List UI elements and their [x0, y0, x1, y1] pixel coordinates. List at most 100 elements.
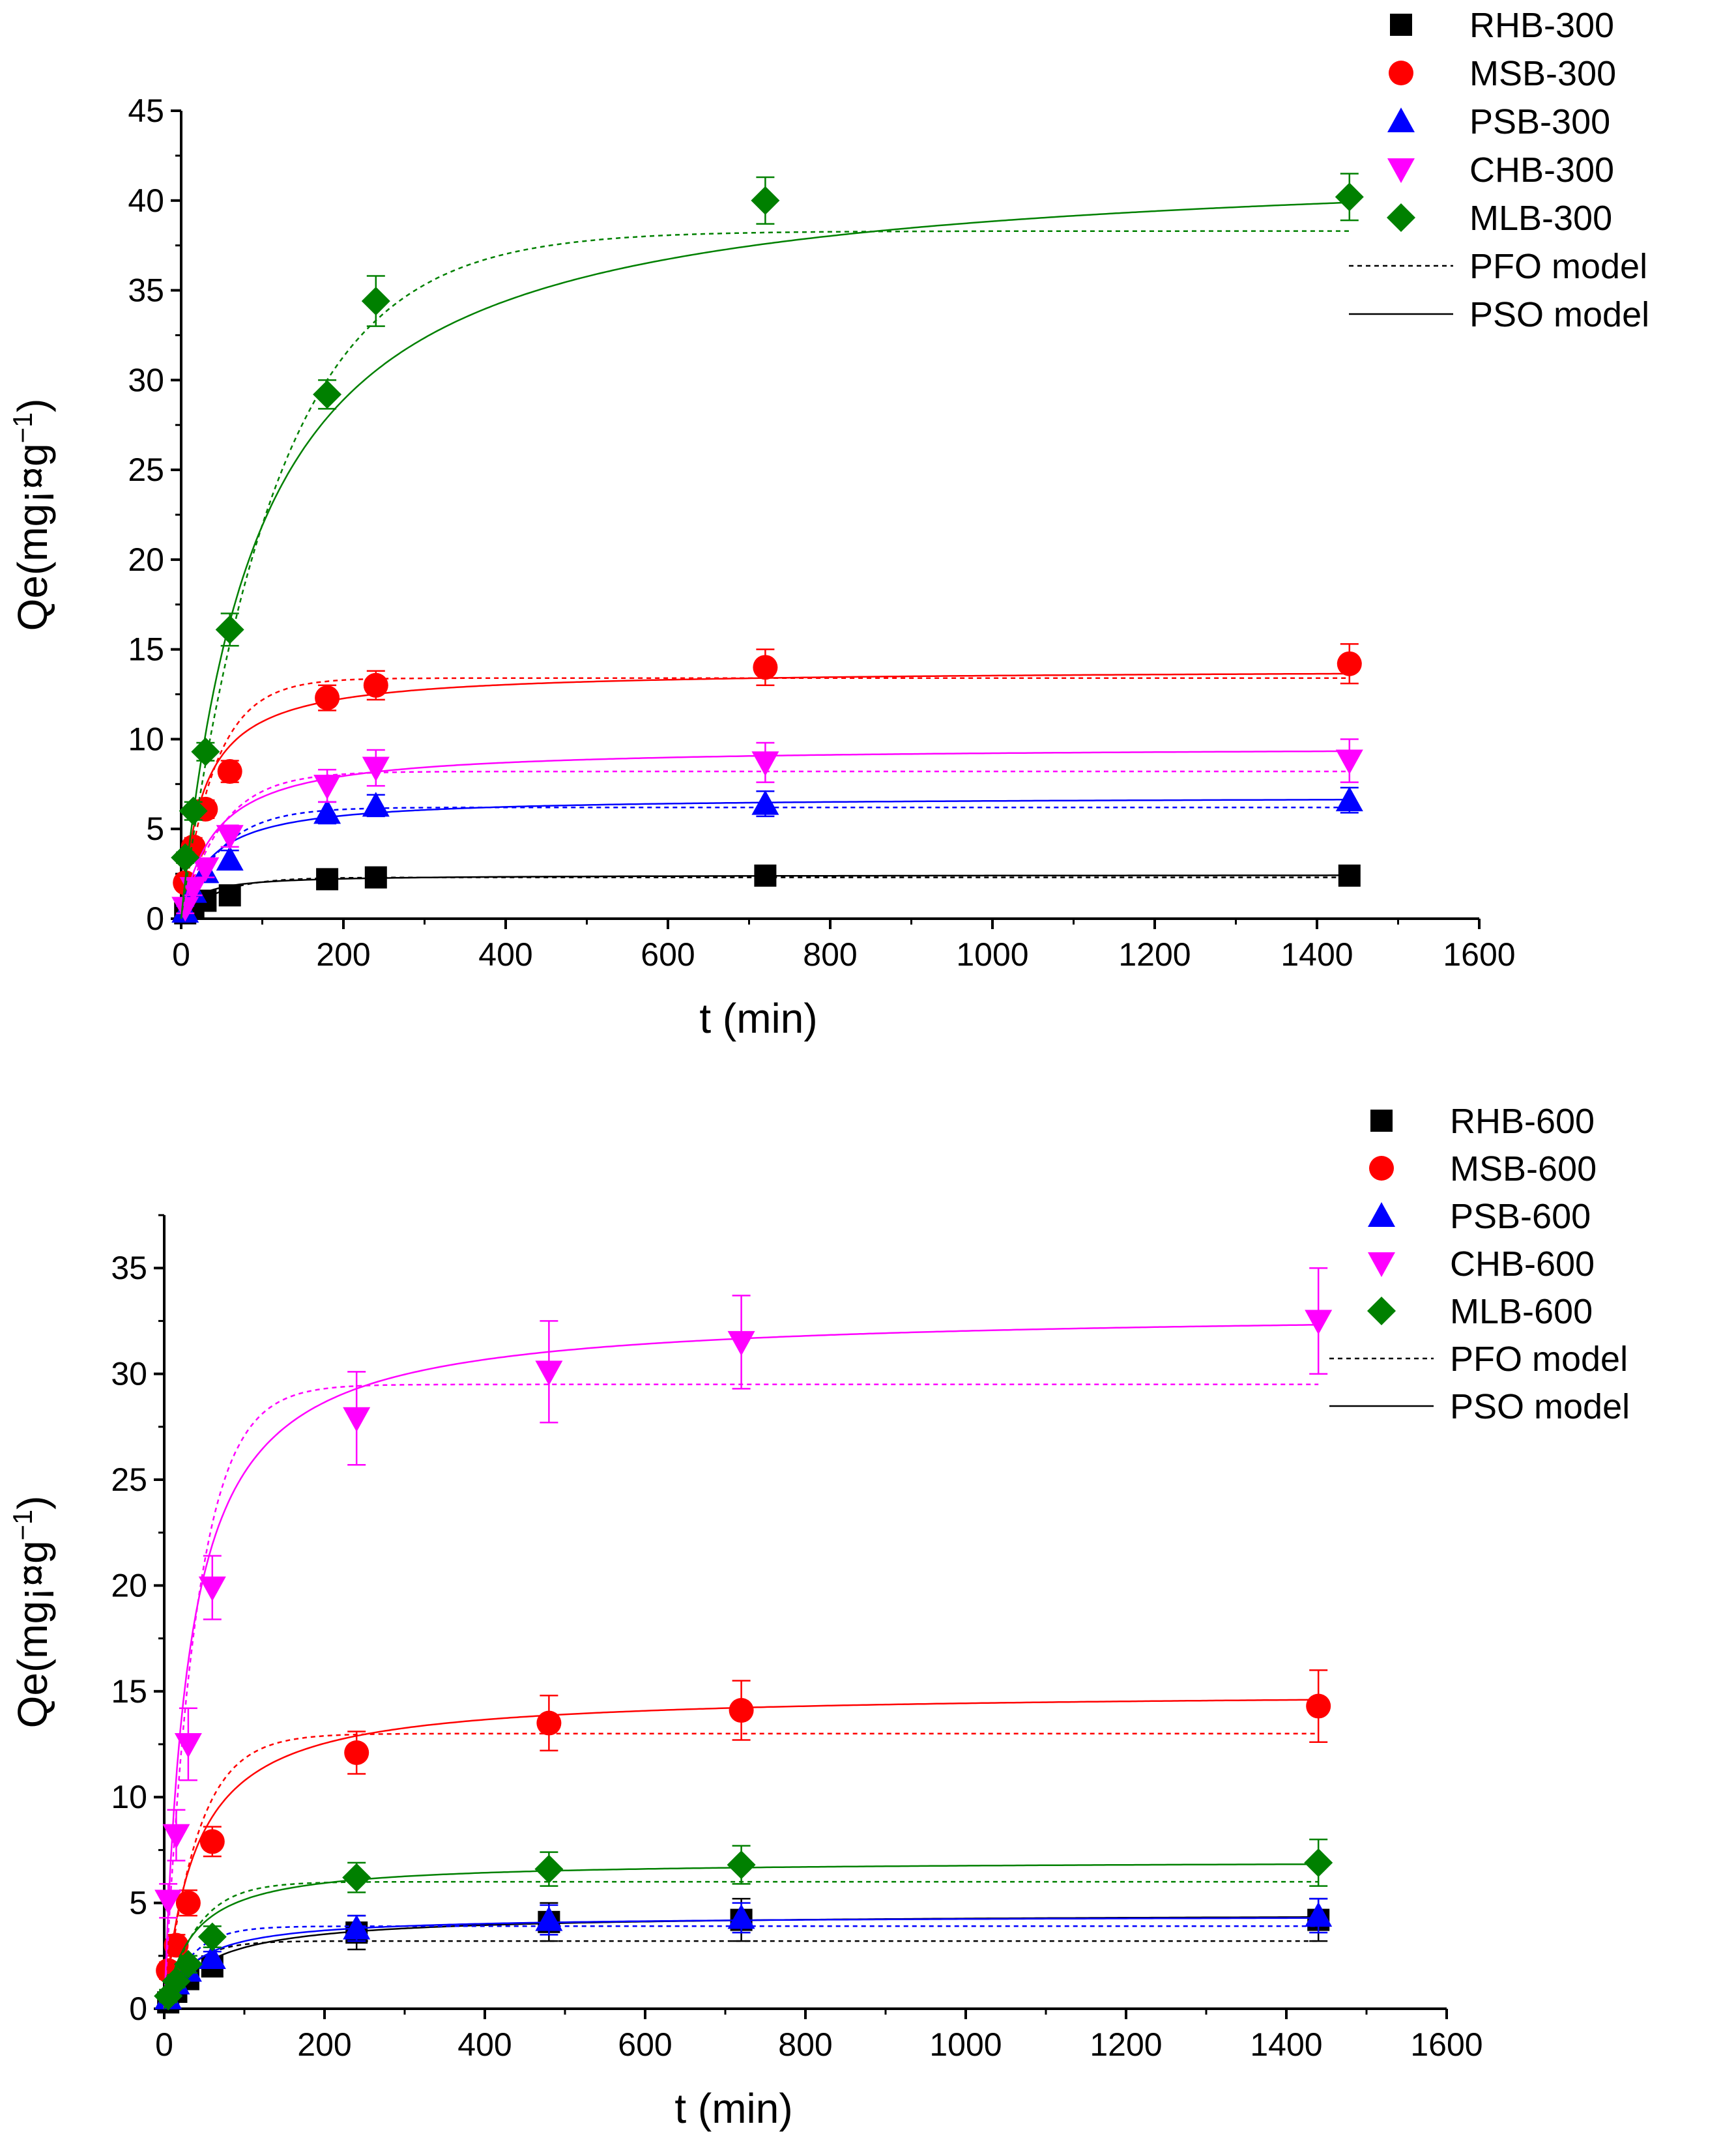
panel-600: 0 200 400 600 800 1000 1200 1400 1600 0 5 10 15 20 25 3…: [7, 1102, 1630, 2132]
data-point: [199, 1829, 225, 1854]
x-tick-label: 1600: [1410, 2026, 1482, 2063]
data-point: [1335, 786, 1363, 812]
x-tick-label: 600: [618, 2026, 672, 2063]
legend-label: MLB-300: [1469, 199, 1612, 238]
data-point: [1335, 182, 1364, 212]
x-tick-label: 400: [457, 2026, 512, 2063]
data-point: [754, 864, 777, 887]
data-point: [171, 897, 199, 922]
data-point: [215, 615, 244, 644]
legend: RHB-600 MSB-600 PSB-600 CHB-600 MLB-600 PFO m…: [1329, 1102, 1630, 1426]
legend-label: CHB-600: [1450, 1244, 1595, 1284]
series-msb-600: [156, 1669, 1331, 2009]
data-point: [198, 1944, 226, 1970]
data-point: [154, 1890, 182, 1915]
data-point: [535, 1360, 563, 1386]
x-axis-label: t (min): [699, 995, 817, 1042]
data-point: [197, 1922, 227, 1951]
y-tick-label: 30: [111, 1356, 147, 1392]
series-chb-300: [171, 738, 1363, 922]
y-tick-label: 20: [128, 541, 164, 578]
data-point: [364, 866, 387, 889]
y-axis-label-main: Qe(mg¡¤g: [9, 1540, 56, 1728]
x-tick-label: 1200: [1090, 2026, 1162, 2063]
legend-marker: [1389, 61, 1413, 85]
data-point: [216, 846, 244, 871]
data-point: [175, 1890, 201, 1916]
data-point: [1305, 1310, 1333, 1335]
legend-label: MSB-600: [1450, 1149, 1597, 1188]
data-point: [313, 380, 342, 409]
data-point: [313, 775, 341, 800]
data-point: [753, 655, 778, 680]
y-tick-label: 15: [128, 631, 164, 668]
legend-label: CHB-300: [1469, 151, 1614, 190]
legend: RHB-300 MSB-300 PSB-300 CHB-300 MLB-300 PFO m…: [1349, 6, 1649, 334]
y-tick-label: 35: [128, 272, 164, 309]
y-tick-label: 0: [146, 900, 164, 937]
legend-marker: [1368, 1202, 1395, 1227]
data-point: [751, 186, 780, 215]
y-tick-label: 30: [128, 362, 164, 398]
data-point: [1306, 1693, 1331, 1719]
x-tick-label: 0: [172, 936, 190, 973]
series-chb-600: [154, 1267, 1333, 2009]
series-mlb-600: [154, 1838, 1333, 2011]
data-point: [344, 1740, 369, 1765]
data-point: [174, 1733, 202, 1758]
x-tick-label: 1000: [956, 936, 1028, 973]
data-point: [1337, 651, 1362, 676]
pso-fit-line: [180, 799, 1350, 919]
y-tick-label: 15: [111, 1673, 147, 1710]
legend-label: MLB-600: [1450, 1292, 1593, 1331]
x-tick-label: 600: [641, 936, 695, 973]
data-point: [218, 884, 241, 907]
data-point: [751, 751, 779, 777]
data-point: [313, 799, 341, 824]
legend-label: PSO model: [1469, 295, 1649, 334]
data-point: [191, 737, 220, 766]
data-point: [162, 1824, 190, 1849]
data-point: [1335, 749, 1363, 775]
series-psb-600: [154, 1897, 1333, 2009]
legend-marker: [1387, 203, 1415, 232]
y-tick-label: 25: [128, 452, 164, 488]
y-axis-label: Qe(mg¡¤g−1): [7, 399, 57, 631]
data-point: [342, 1863, 371, 1892]
data-point: [315, 685, 340, 711]
x-tick-label: 800: [803, 936, 857, 973]
data-point: [361, 287, 390, 316]
x-tick-label: 400: [478, 936, 532, 973]
x-tick-label: 1200: [1118, 936, 1191, 973]
y-tick-label: 5: [146, 811, 164, 847]
data-point: [1338, 864, 1361, 887]
data-point: [179, 796, 208, 826]
y-tick-label: 0: [129, 1991, 147, 2027]
y-tick-label: 35: [111, 1250, 147, 1286]
x-tick-label: 1400: [1250, 2026, 1322, 2063]
y-tick-label: 5: [129, 1885, 147, 1921]
data-point: [362, 756, 390, 782]
legend-marker: [1387, 158, 1415, 183]
legend-label: RHB-600: [1450, 1102, 1595, 1141]
legend-marker: [1390, 14, 1412, 36]
data-point: [535, 1906, 563, 1931]
data-point: [536, 1710, 562, 1736]
x-axis-label: t (min): [674, 2085, 792, 2132]
y-axis-label-main: Qe(mg¡¤g: [9, 443, 56, 631]
data-point: [192, 857, 220, 882]
data-point: [1305, 1902, 1333, 1927]
data-point: [727, 1330, 755, 1356]
x-tick-label: 200: [297, 2026, 351, 2063]
data-point: [751, 790, 779, 815]
legend-marker: [1368, 1252, 1395, 1277]
data-point: [343, 1407, 371, 1432]
data-point: [162, 1966, 191, 1996]
data-point: [534, 1854, 564, 1884]
series-mlb-300: [171, 173, 1364, 919]
legend-label: MSB-300: [1469, 54, 1616, 93]
data-point: [1304, 1848, 1333, 1877]
data-point: [316, 868, 339, 891]
legend-marker: [1370, 1110, 1393, 1132]
legend-label: PFO model: [1450, 1340, 1628, 1379]
